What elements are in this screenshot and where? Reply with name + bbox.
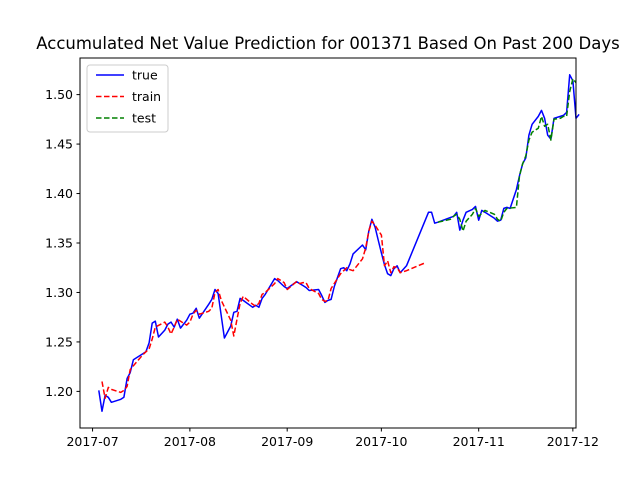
series-lines (98, 74, 580, 412)
series-line-test (437, 78, 577, 232)
x-tick-label: 2017-11 (453, 434, 505, 449)
y-tick-label: 1.25 (45, 334, 73, 349)
x-tick-label: 2017-09 (261, 434, 313, 449)
series-line-true (98, 74, 580, 412)
legend-label-test: test (132, 111, 156, 126)
x-tick-label: 2017-08 (164, 434, 216, 449)
y-tick-label: 1.45 (45, 137, 73, 152)
chart-title: Accumulated Net Value Prediction for 001… (36, 34, 619, 53)
x-tick-label: 2017-10 (355, 434, 407, 449)
legend-label-true: true (132, 68, 158, 83)
legend: true train test (86, 64, 169, 133)
y-tick-label: 1.50 (45, 87, 73, 102)
x-tick-label: 2017-07 (66, 434, 118, 449)
y-tick-label: 1.40 (45, 186, 73, 201)
x-tick-label: 2017-12 (547, 434, 599, 449)
y-tick-label: 1.20 (45, 384, 73, 399)
series-line-train (101, 220, 426, 400)
y-tick-label: 1.30 (45, 285, 73, 300)
legend-frame (86, 64, 169, 133)
axis-ticks: 2017-07 2017-08 2017-09 2017-10 2017-11 2017-… (45, 87, 599, 449)
legend-label-train: train (132, 89, 161, 104)
y-tick-label: 1.35 (45, 236, 73, 251)
